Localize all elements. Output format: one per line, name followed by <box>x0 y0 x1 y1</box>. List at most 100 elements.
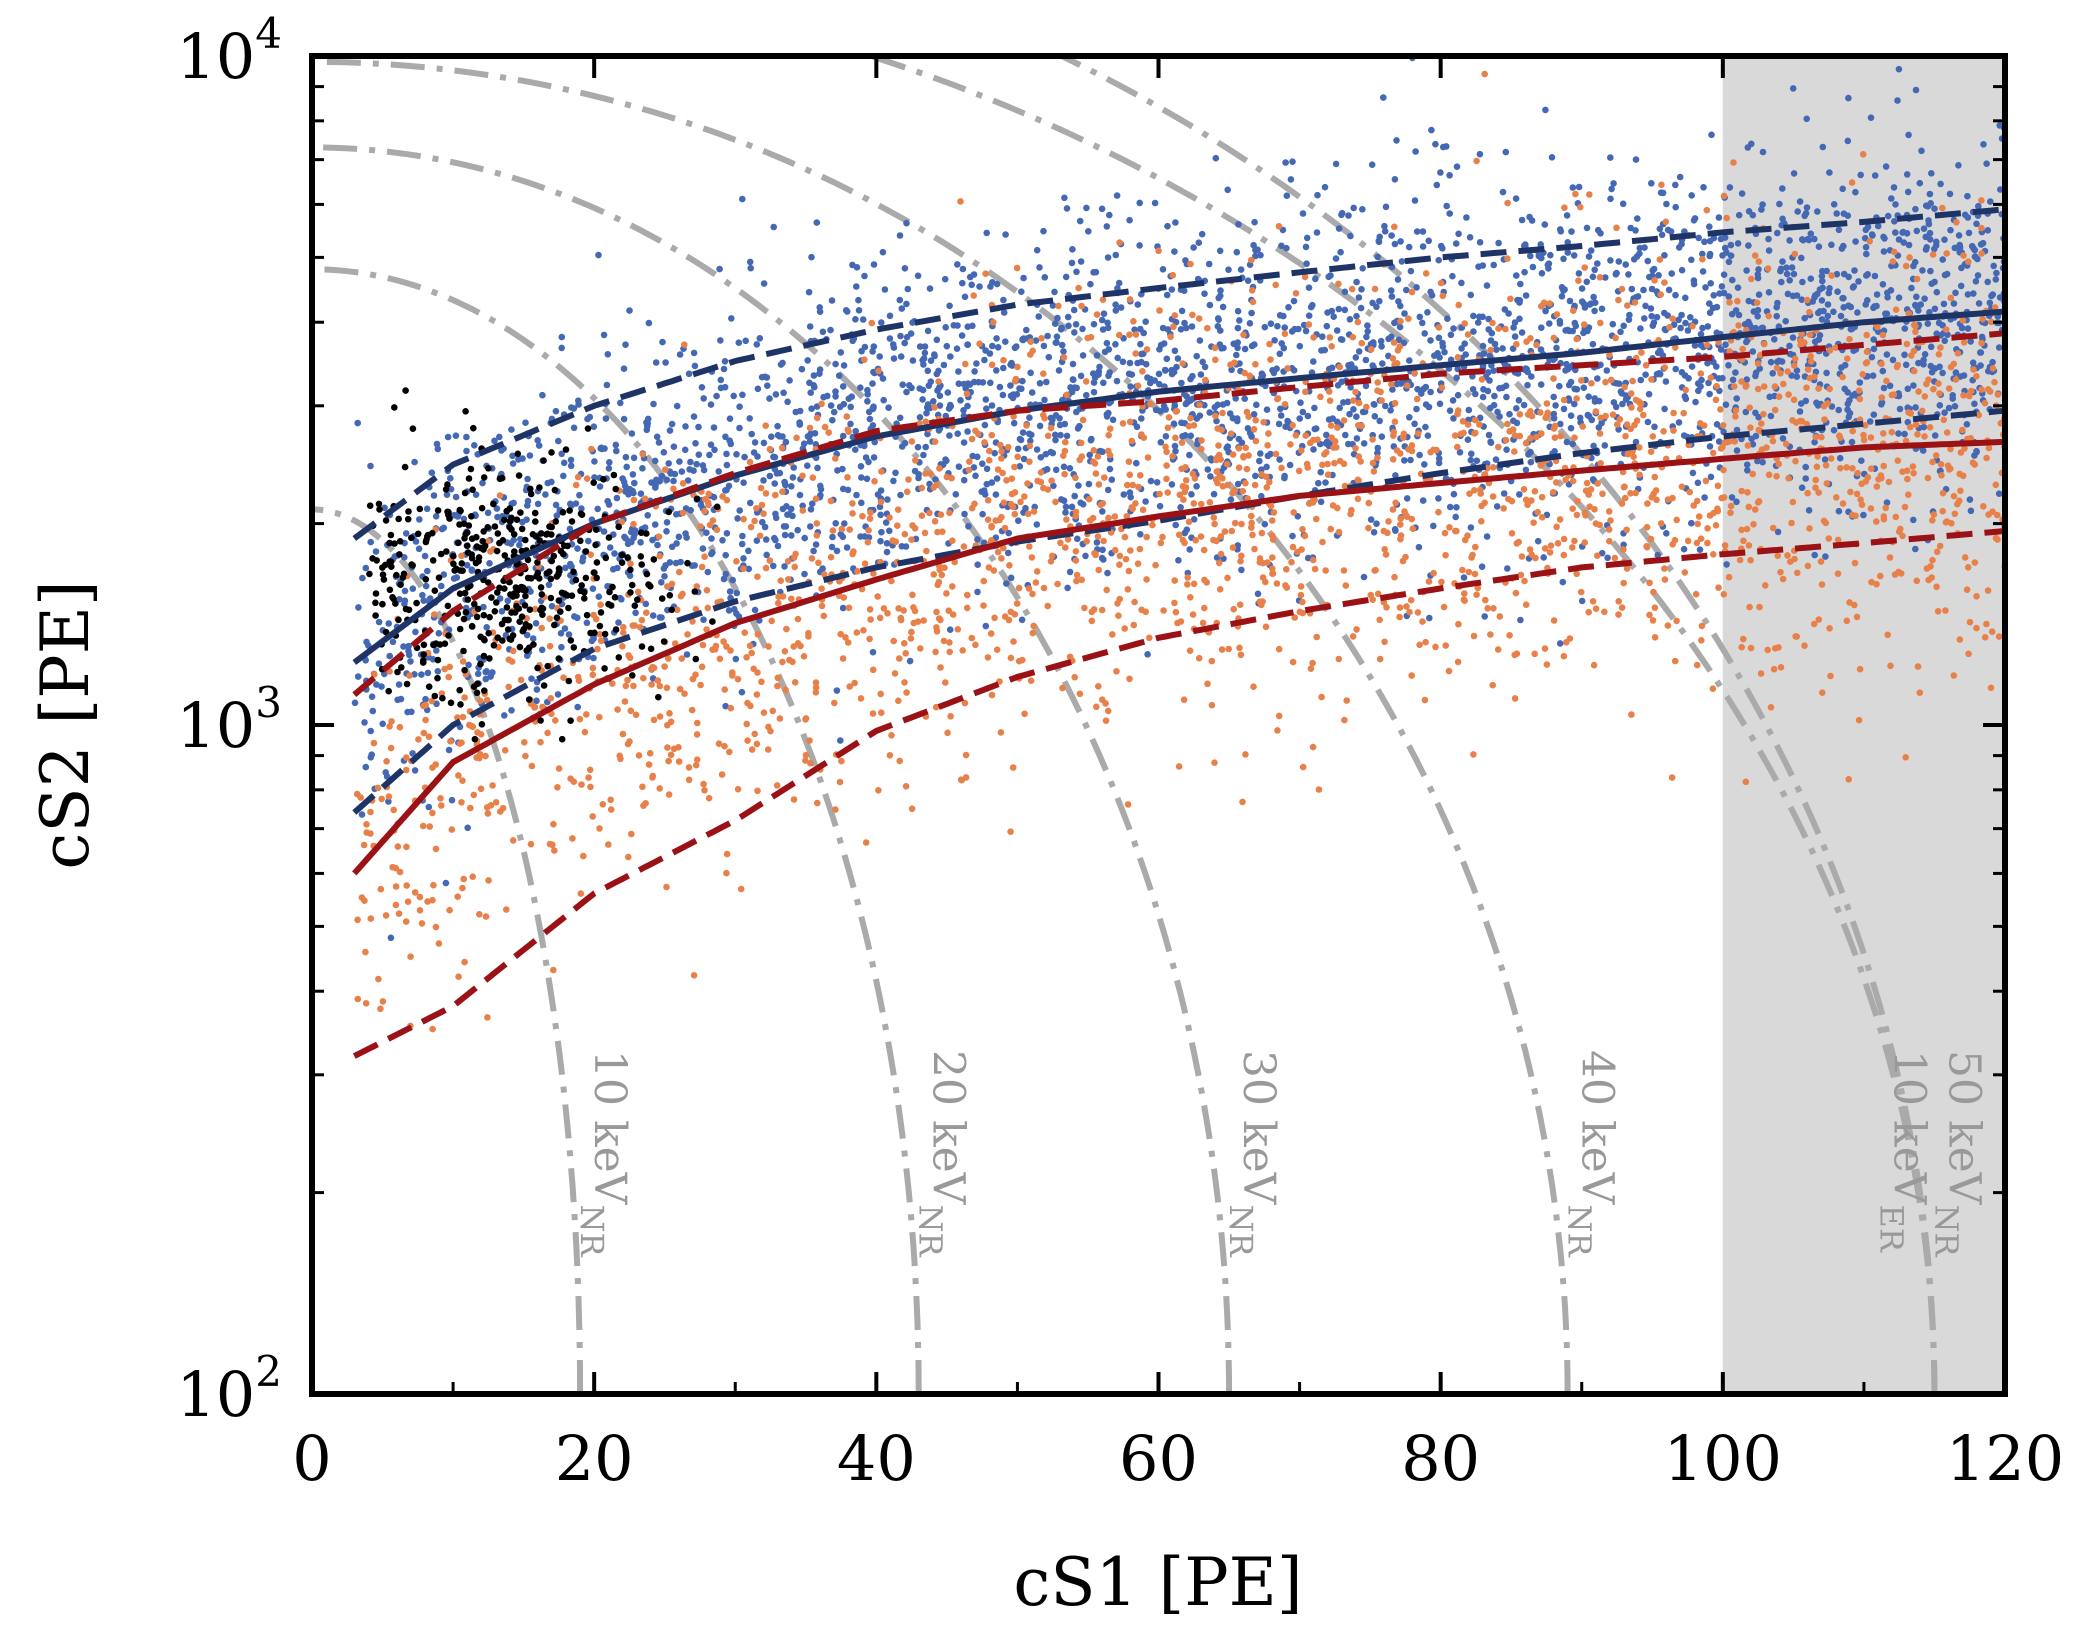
data-point <box>1149 521 1156 529</box>
data-point <box>396 596 403 603</box>
data-point <box>932 648 939 656</box>
data-point <box>1241 395 1248 403</box>
data-point <box>1341 716 1348 724</box>
data-point <box>874 491 882 498</box>
data-point <box>790 796 798 803</box>
data-point <box>1905 241 1913 249</box>
data-point <box>1000 356 1007 364</box>
data-point <box>1615 296 1622 304</box>
data-point <box>883 540 891 547</box>
data-point <box>732 655 740 663</box>
data-point <box>812 441 820 448</box>
data-point <box>1775 393 1783 401</box>
data-point <box>519 455 526 462</box>
data-point <box>1407 456 1414 464</box>
data-point <box>1770 665 1778 673</box>
data-point <box>1511 448 1518 455</box>
data-point <box>1871 172 1879 179</box>
data-point <box>471 442 478 449</box>
data-point <box>796 407 804 415</box>
data-point <box>1657 189 1665 196</box>
data-point <box>1252 472 1259 480</box>
data-point <box>1397 515 1404 522</box>
data-point <box>1036 264 1043 271</box>
data-point <box>779 488 786 496</box>
data-point <box>1531 488 1539 495</box>
data-point <box>590 654 597 662</box>
data-point <box>1461 340 1468 348</box>
data-point <box>1056 421 1064 429</box>
data-point <box>983 465 991 473</box>
data-point <box>1355 453 1362 460</box>
data-point <box>411 458 418 466</box>
data-point <box>1680 545 1688 553</box>
data-point <box>734 785 742 793</box>
data-point <box>852 316 859 323</box>
data-point <box>1980 141 1987 148</box>
data-point <box>668 420 676 428</box>
data-point <box>1341 306 1349 314</box>
data-point <box>452 432 460 440</box>
data-point <box>1278 242 1285 250</box>
data-point <box>857 384 864 392</box>
data-point <box>1302 327 1310 335</box>
data-point <box>1915 307 1922 314</box>
data-point <box>1224 186 1231 194</box>
data-point <box>788 595 795 603</box>
data-point <box>1374 379 1381 386</box>
data-point <box>1590 293 1597 301</box>
data-point <box>1187 414 1194 422</box>
data-point <box>1288 558 1295 566</box>
data-point <box>1814 309 1822 317</box>
data-point <box>1261 520 1269 528</box>
data-point <box>773 782 781 789</box>
data-point <box>1437 169 1444 176</box>
data-point <box>1182 477 1190 484</box>
data-point <box>1860 511 1867 519</box>
data-point <box>813 414 821 422</box>
data-point <box>812 679 820 686</box>
data-point <box>1843 617 1851 625</box>
data-point <box>888 577 895 585</box>
data-point <box>1538 324 1545 332</box>
data-point <box>1461 320 1468 327</box>
data-point <box>673 606 681 614</box>
data-point <box>1867 114 1875 121</box>
data-point <box>1713 303 1721 311</box>
data-point <box>1181 319 1188 327</box>
data-point <box>1011 344 1019 352</box>
data-point <box>377 885 385 893</box>
data-point <box>1206 301 1214 309</box>
data-point <box>1084 334 1091 342</box>
data-point <box>1323 322 1331 330</box>
data-point <box>552 717 559 724</box>
data-point <box>1868 231 1876 238</box>
data-point <box>1618 604 1626 611</box>
data-point <box>632 609 639 617</box>
data-point <box>837 349 845 356</box>
data-point <box>1299 763 1307 771</box>
data-point <box>1873 580 1880 588</box>
data-point <box>839 485 847 493</box>
data-point <box>1163 462 1170 469</box>
data-point <box>799 472 806 480</box>
data-point <box>1620 483 1628 491</box>
data-point <box>1347 232 1354 240</box>
data-point <box>799 507 807 514</box>
data-point <box>1908 284 1915 292</box>
data-point <box>1706 309 1714 317</box>
data-point <box>1680 409 1687 417</box>
data-point <box>1669 315 1676 323</box>
data-point <box>1742 778 1750 786</box>
data-point <box>1311 404 1318 412</box>
data-point <box>1668 270 1675 277</box>
data-point <box>1207 473 1214 480</box>
data-point <box>988 479 996 486</box>
data-point <box>1987 198 1994 205</box>
data-point <box>1513 272 1520 279</box>
data-point <box>1690 217 1698 224</box>
data-point <box>445 746 453 754</box>
data-point <box>1357 304 1365 312</box>
data-point <box>1246 320 1254 327</box>
data-point <box>869 666 877 674</box>
